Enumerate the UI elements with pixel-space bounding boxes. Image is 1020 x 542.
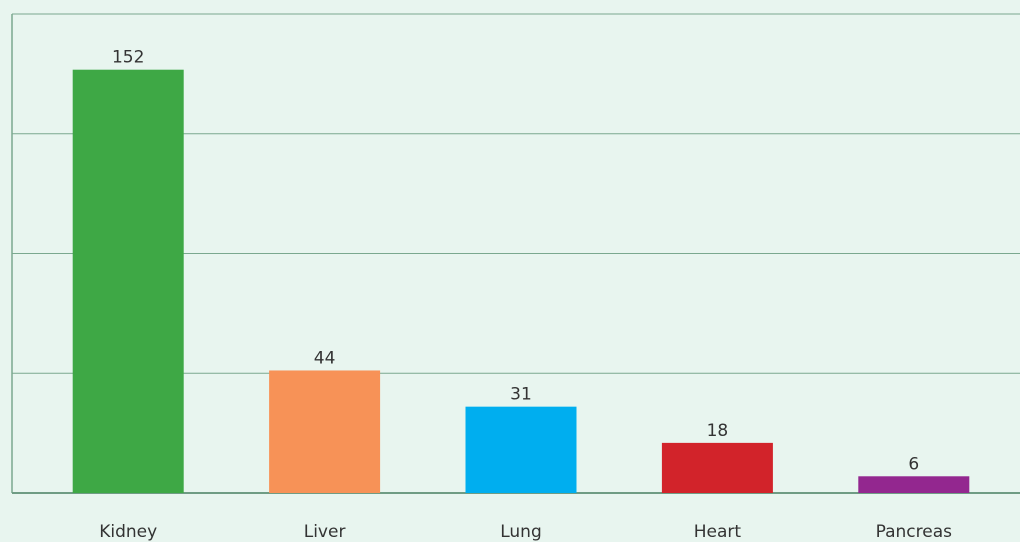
x-tick-label: Liver: [304, 522, 346, 542]
value-label: 6: [908, 454, 919, 474]
bar: [72, 69, 184, 493]
x-tick-label: Heart: [694, 522, 742, 542]
x-tick-label: Lung: [500, 522, 542, 542]
value-label: 44: [314, 348, 336, 368]
value-label: 31: [510, 385, 532, 405]
value-label: 18: [707, 421, 729, 441]
bar: [269, 370, 381, 493]
x-tick-label: Kidney: [99, 522, 157, 542]
bar: [858, 476, 970, 493]
bar: [661, 442, 773, 493]
x-tick-label: Pancreas: [876, 522, 953, 542]
bar: [465, 406, 577, 493]
value-label: 152: [112, 48, 144, 68]
